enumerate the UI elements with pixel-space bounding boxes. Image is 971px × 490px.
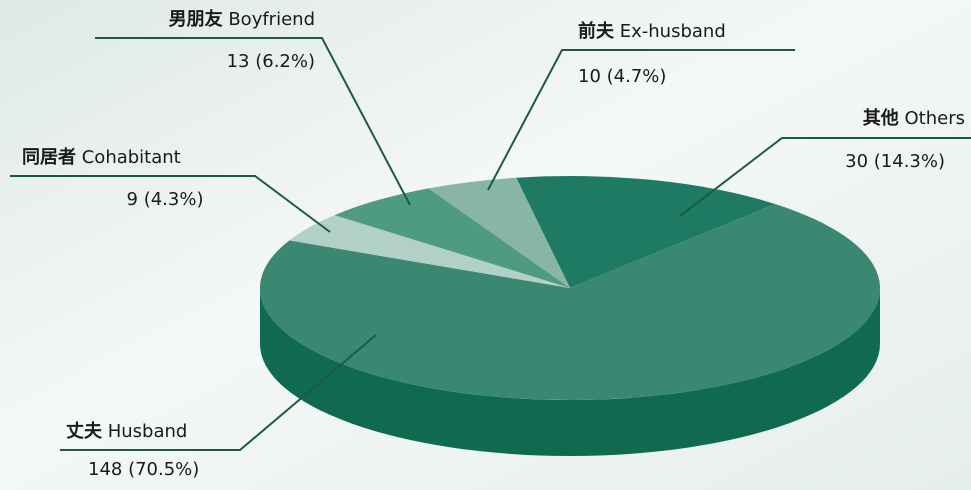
slice <box>334 188 570 288</box>
label-ex-husband: 前夫 Ex-husband 10 (4.7%) <box>487 20 795 191</box>
slice <box>428 177 570 288</box>
value-label: 148 (70.5%) <box>88 459 199 480</box>
leader-line <box>679 137 971 217</box>
value-label: 30 (14.3%) <box>845 151 945 172</box>
category-label: 男朋友 Boyfriend <box>169 8 315 30</box>
slice-side <box>260 288 880 456</box>
slice <box>516 176 776 288</box>
leader-line <box>10 175 331 233</box>
slice <box>289 215 570 288</box>
leader-line <box>60 334 377 451</box>
label-cohabitant: 同居者 Cohabitant 9 (4.3%) <box>10 147 331 233</box>
value-label: 10 (4.7%) <box>578 66 666 87</box>
leader-line <box>487 49 795 191</box>
label-boyfriend: 男朋友 Boyfriend 13 (6.2%) <box>95 8 411 206</box>
pie <box>259 176 880 456</box>
label-husband: 丈夫 Husband 148 (70.5%) <box>60 334 377 480</box>
category-label: 同居者 Cohabitant <box>22 147 181 168</box>
slice <box>259 204 880 400</box>
value-label: 9 (4.3%) <box>127 189 204 210</box>
leader-line <box>95 37 411 206</box>
label-others: 其他 Others 30 (14.3%) <box>679 107 971 217</box>
category-label: 前夫 Ex-husband <box>578 20 726 42</box>
category-label: 丈夫 Husband <box>66 420 187 442</box>
category-label: 其他 Others <box>863 107 965 129</box>
value-label: 13 (6.2%) <box>227 51 315 72</box>
